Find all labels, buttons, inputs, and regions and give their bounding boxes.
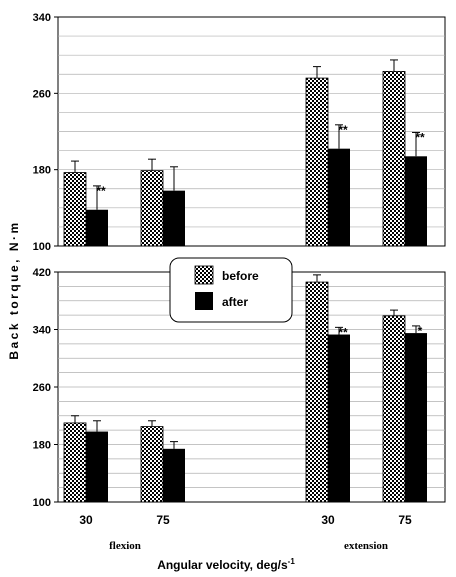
- significance-marker: **: [96, 184, 106, 198]
- y-tick-label: 180: [33, 165, 51, 177]
- bar-after: [163, 190, 185, 246]
- bar-after: [86, 209, 108, 246]
- x-tick-label: 75: [398, 513, 412, 527]
- bar-before: [63, 422, 87, 503]
- significance-marker: **: [338, 123, 348, 137]
- legend-label-after: after: [222, 295, 248, 309]
- bar-after: [405, 156, 427, 246]
- y-tick-label: 100: [33, 497, 51, 509]
- legend-swatch-before: [194, 265, 214, 285]
- bar-before: [305, 281, 329, 503]
- x-axis-title: Angular velocity, deg/s-1: [157, 557, 295, 572]
- bar-before: [382, 315, 406, 503]
- y-tick-label: 420: [33, 267, 51, 279]
- bar-after: [328, 148, 350, 246]
- y-axis-title: Back torque, N·m: [7, 220, 21, 359]
- bar-after: [328, 334, 350, 502]
- x-tick-label: 30: [321, 513, 335, 527]
- y-tick-label: 340: [33, 325, 51, 337]
- group-label-flexion: flexion: [109, 540, 141, 552]
- bar-before: [305, 77, 329, 247]
- legend-swatch-after: [195, 292, 213, 310]
- significance-marker: **: [338, 325, 348, 339]
- bar-after: [86, 431, 108, 502]
- bar-before: [63, 172, 87, 247]
- x-tick-label: 75: [156, 513, 170, 527]
- x-axis-title-sup: -1: [288, 557, 296, 566]
- legend-box: [169, 257, 293, 323]
- bar-before: [382, 70, 406, 247]
- y-tick-label: 180: [33, 440, 51, 452]
- y-tick-label: 260: [33, 382, 51, 394]
- bar-after: [405, 333, 427, 502]
- significance-marker: *: [418, 324, 423, 338]
- y-tick-label: 100: [33, 241, 51, 253]
- x-axis-title-text: Angular velocity, deg/s: [157, 558, 288, 572]
- group-label-extension: extension: [344, 540, 388, 552]
- significance-marker: **: [415, 130, 425, 144]
- bar-before: [140, 426, 164, 503]
- legend: before after: [169, 257, 293, 323]
- bar-before: [140, 170, 164, 247]
- bar-after: [163, 448, 185, 502]
- y-tick-label: 260: [33, 88, 51, 100]
- x-tick-label: 30: [79, 513, 93, 527]
- legend-label-before: before: [222, 269, 259, 283]
- y-tick-label: 340: [33, 12, 51, 24]
